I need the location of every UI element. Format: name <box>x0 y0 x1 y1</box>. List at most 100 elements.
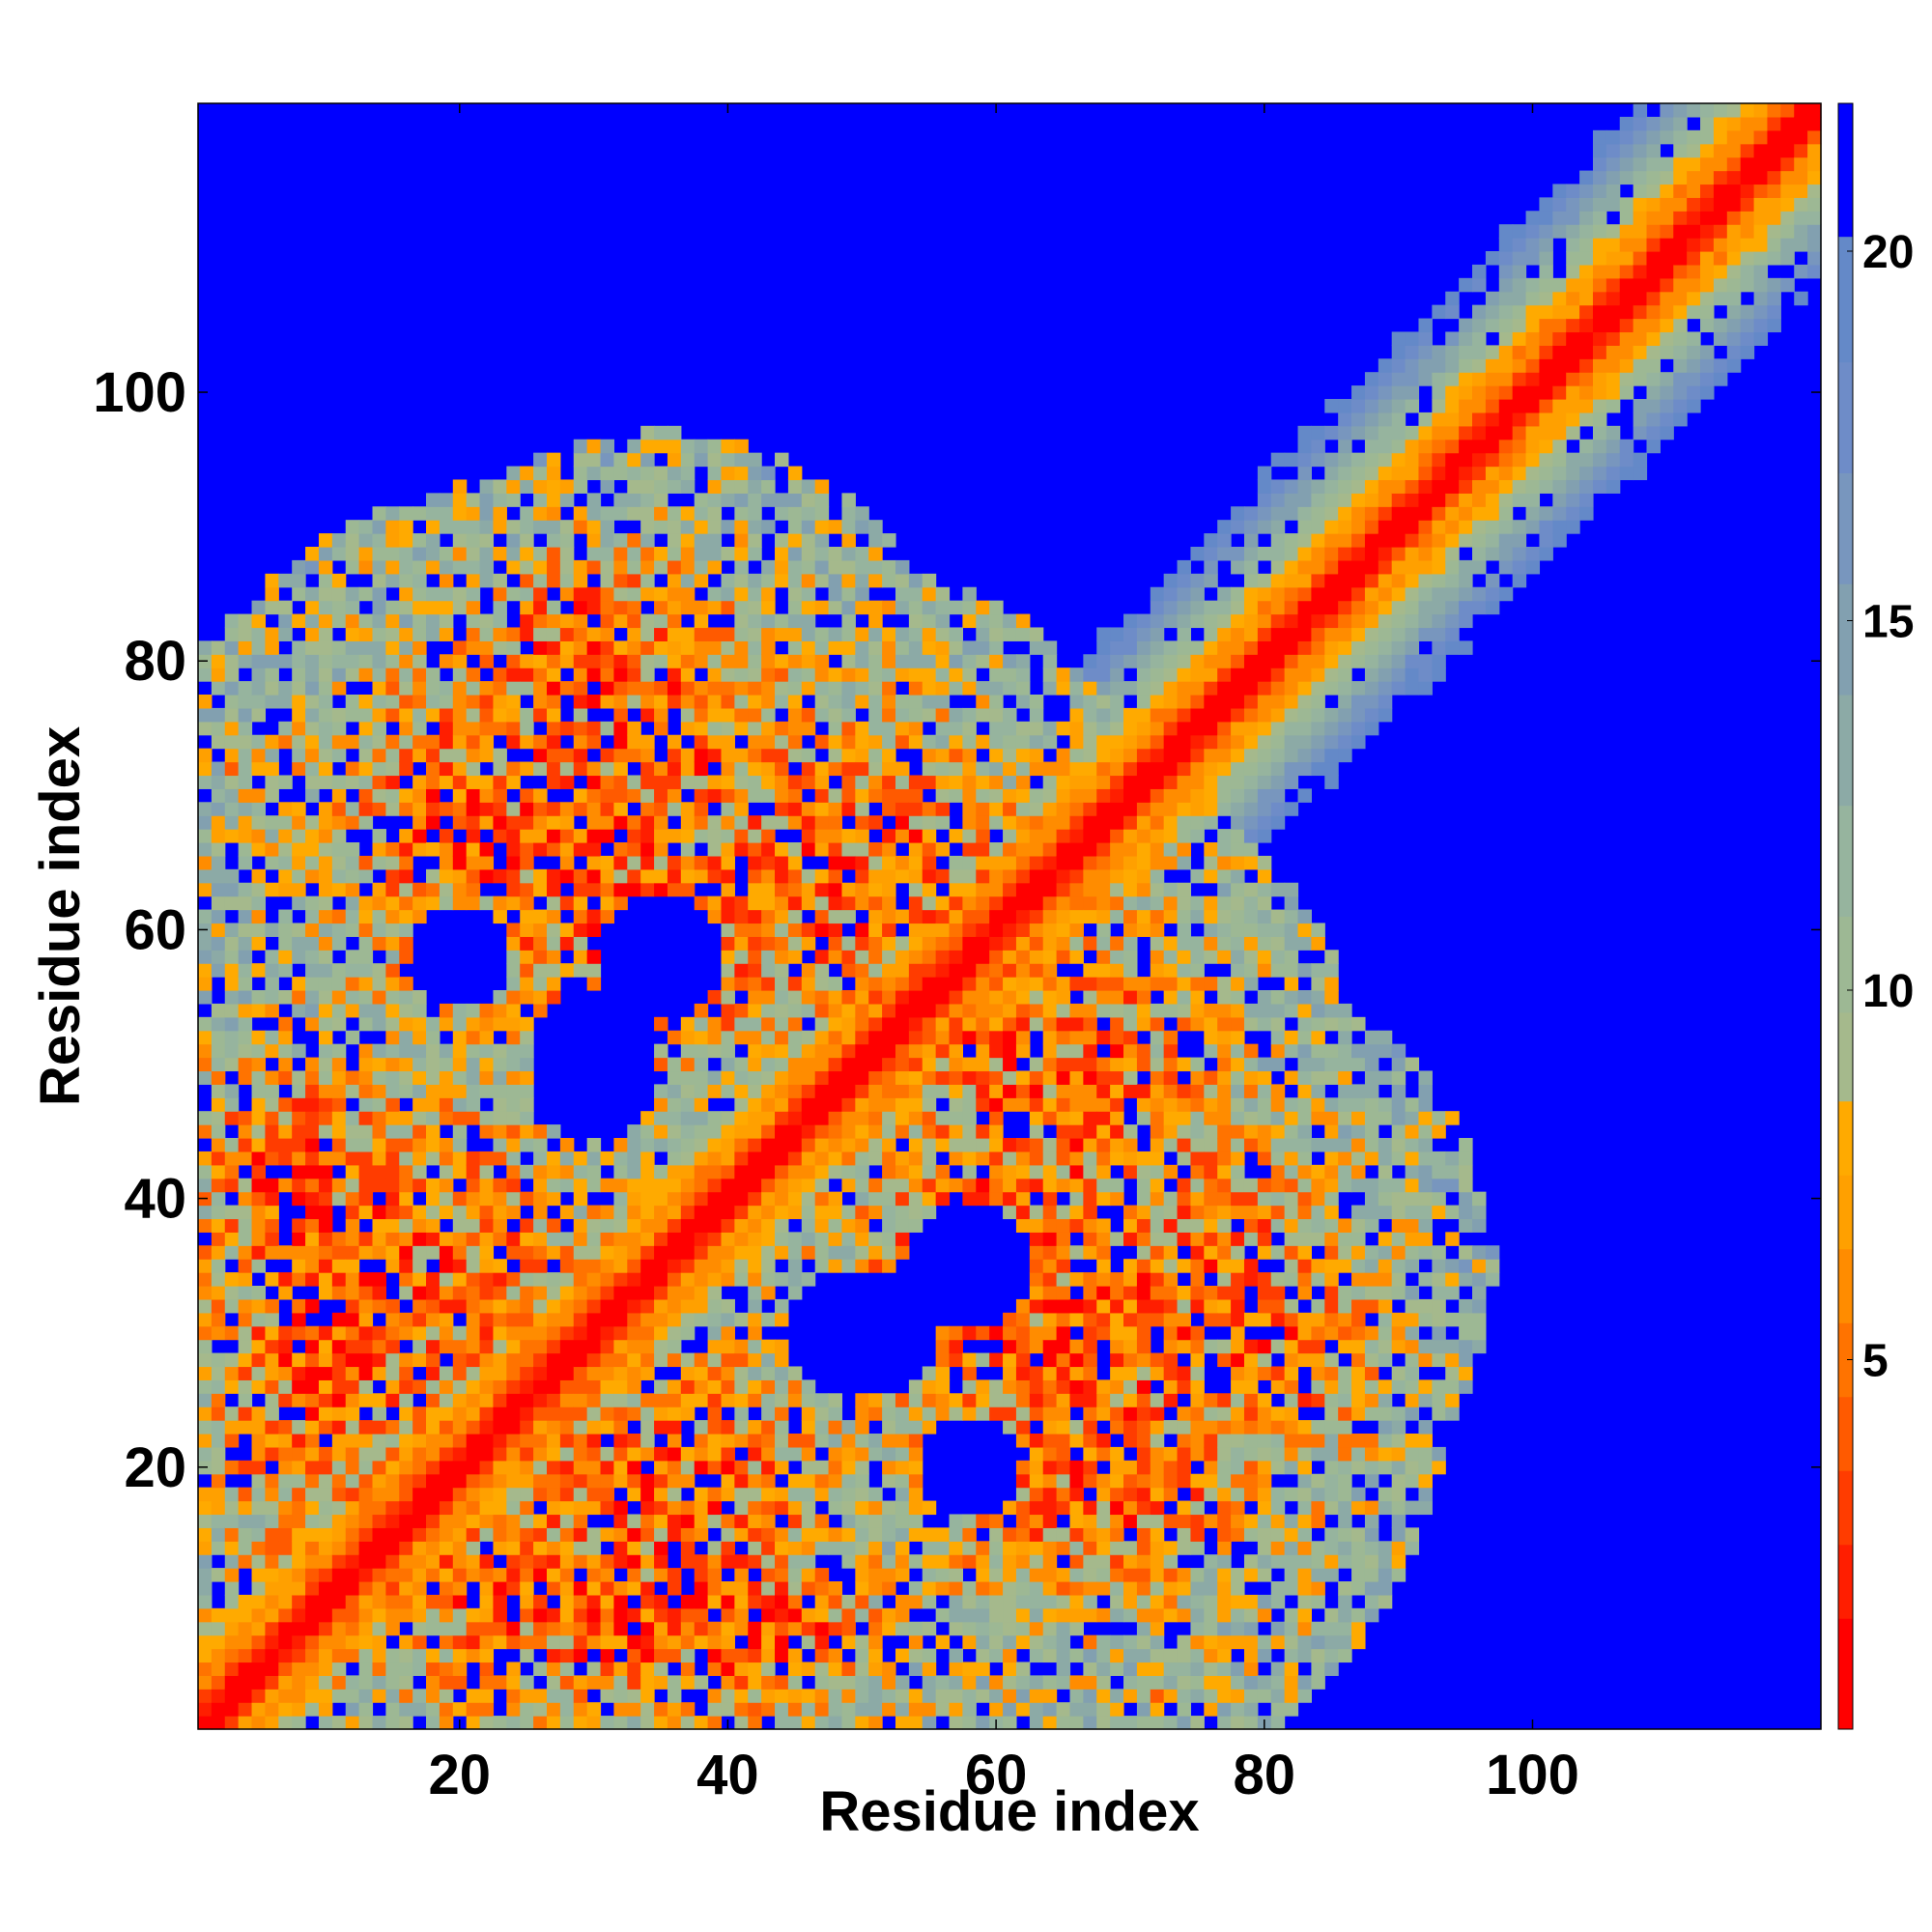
heatmap-cell <box>761 520 776 534</box>
heatmap-cell <box>559 1568 575 1582</box>
heatmap-cell <box>426 1487 440 1502</box>
heatmap-cell <box>318 734 333 750</box>
heatmap-cell <box>479 1164 495 1179</box>
heatmap-cell <box>600 1527 615 1542</box>
heatmap-cell <box>868 788 883 803</box>
heatmap-cell <box>198 1702 213 1717</box>
heatmap-cell <box>868 990 883 1005</box>
heatmap-cell <box>506 1500 521 1516</box>
heatmap-cell <box>224 695 240 709</box>
heatmap-cell <box>466 1205 481 1220</box>
heatmap-cell <box>787 748 803 763</box>
heatmap-cell <box>520 936 534 951</box>
heatmap-cell <box>224 775 240 789</box>
heatmap-cell <box>520 734 534 750</box>
heatmap-cell <box>426 1272 440 1287</box>
heatmap-cell <box>814 1420 830 1435</box>
heatmap-cell <box>1042 882 1058 897</box>
heatmap-cell <box>801 1406 816 1421</box>
heatmap-cell <box>345 1084 360 1098</box>
heatmap-cell <box>989 923 1004 937</box>
heatmap-cell <box>694 788 709 803</box>
heatmap-cell <box>654 842 668 857</box>
heatmap-cell <box>211 1352 226 1368</box>
heatmap-cell <box>493 1675 507 1690</box>
heatmap-cell <box>962 640 977 655</box>
heatmap-cell <box>640 1339 655 1354</box>
heatmap-cell <box>238 1286 253 1300</box>
heatmap-cell <box>1003 788 1017 803</box>
heatmap-cell <box>1069 1541 1084 1555</box>
heatmap-cell <box>882 707 896 723</box>
heatmap-cell <box>546 842 561 857</box>
heatmap-cell <box>667 1111 682 1125</box>
heatmap-cell <box>1069 721 1084 736</box>
heatmap-cell <box>721 990 735 1005</box>
heatmap-cell <box>640 1702 655 1717</box>
heatmap-cell <box>721 1164 735 1179</box>
heatmap-cell <box>707 895 723 911</box>
heatmap-cell <box>251 1352 267 1368</box>
heatmap-cell <box>520 1460 534 1475</box>
heatmap-cell <box>520 1232 534 1246</box>
heatmap-cell <box>814 1594 830 1609</box>
heatmap-cell <box>787 1379 803 1394</box>
heatmap-cell <box>305 627 320 641</box>
heatmap-cell <box>855 1191 869 1207</box>
heatmap-cell <box>1069 1057 1084 1072</box>
heatmap-cell <box>506 681 521 696</box>
heatmap-cell <box>734 1420 749 1435</box>
heatmap-cell <box>761 1434 776 1448</box>
heatmap-cell <box>1015 1366 1031 1380</box>
heatmap-cell <box>573 1434 588 1448</box>
heatmap-cell <box>935 963 951 978</box>
heatmap-cell <box>680 1634 696 1650</box>
heatmap-cell <box>895 1393 910 1407</box>
heatmap-cell <box>680 586 696 602</box>
heatmap-cell <box>479 627 495 641</box>
heatmap-cell <box>627 1554 641 1569</box>
heatmap-cell <box>707 1352 723 1368</box>
heatmap-cell <box>224 815 240 830</box>
heatmap-cell <box>828 1232 843 1246</box>
heatmap-cell <box>1042 1084 1058 1098</box>
heatmap-cell <box>694 1111 709 1125</box>
heatmap-cell <box>1029 1272 1044 1287</box>
heatmap-cell <box>654 613 668 629</box>
heatmap-cell <box>385 640 400 655</box>
heatmap-cell <box>292 1420 306 1435</box>
heatmap-cell <box>1083 855 1097 870</box>
heatmap-cell <box>748 479 762 494</box>
heatmap-cell <box>211 707 226 723</box>
heatmap-cell <box>868 1406 883 1421</box>
heatmap-cell <box>775 882 789 897</box>
heatmap-cell <box>426 493 440 507</box>
heatmap-cell <box>748 1178 762 1193</box>
heatmap-cell <box>721 802 735 816</box>
heatmap-cell <box>559 1312 575 1327</box>
heatmap-cell <box>372 1298 386 1314</box>
heatmap-cell <box>439 855 454 870</box>
heatmap-cell <box>493 1084 507 1098</box>
heatmap-cell <box>533 1541 548 1555</box>
heatmap-cell <box>452 1621 468 1636</box>
heatmap-cell <box>331 1689 347 1703</box>
heatmap-cell <box>734 963 749 978</box>
heatmap-cell <box>908 1621 923 1636</box>
heatmap-cell <box>573 882 588 897</box>
heatmap-cell <box>962 600 977 615</box>
heatmap-cell <box>211 923 226 937</box>
heatmap-cell <box>318 1716 333 1730</box>
heatmap-cell <box>358 1675 374 1690</box>
heatmap-cell <box>493 775 507 789</box>
heatmap-cell <box>694 1232 709 1246</box>
heatmap-cell <box>493 1514 507 1528</box>
heatmap-cell <box>748 1097 762 1112</box>
heatmap-cell <box>922 909 937 924</box>
heatmap-cell <box>506 466 521 481</box>
heatmap-cell <box>372 761 386 777</box>
heatmap-cell <box>426 1500 440 1516</box>
heatmap-cell <box>586 1487 602 1502</box>
heatmap-cell <box>331 1325 347 1341</box>
heatmap-cell <box>882 668 896 682</box>
